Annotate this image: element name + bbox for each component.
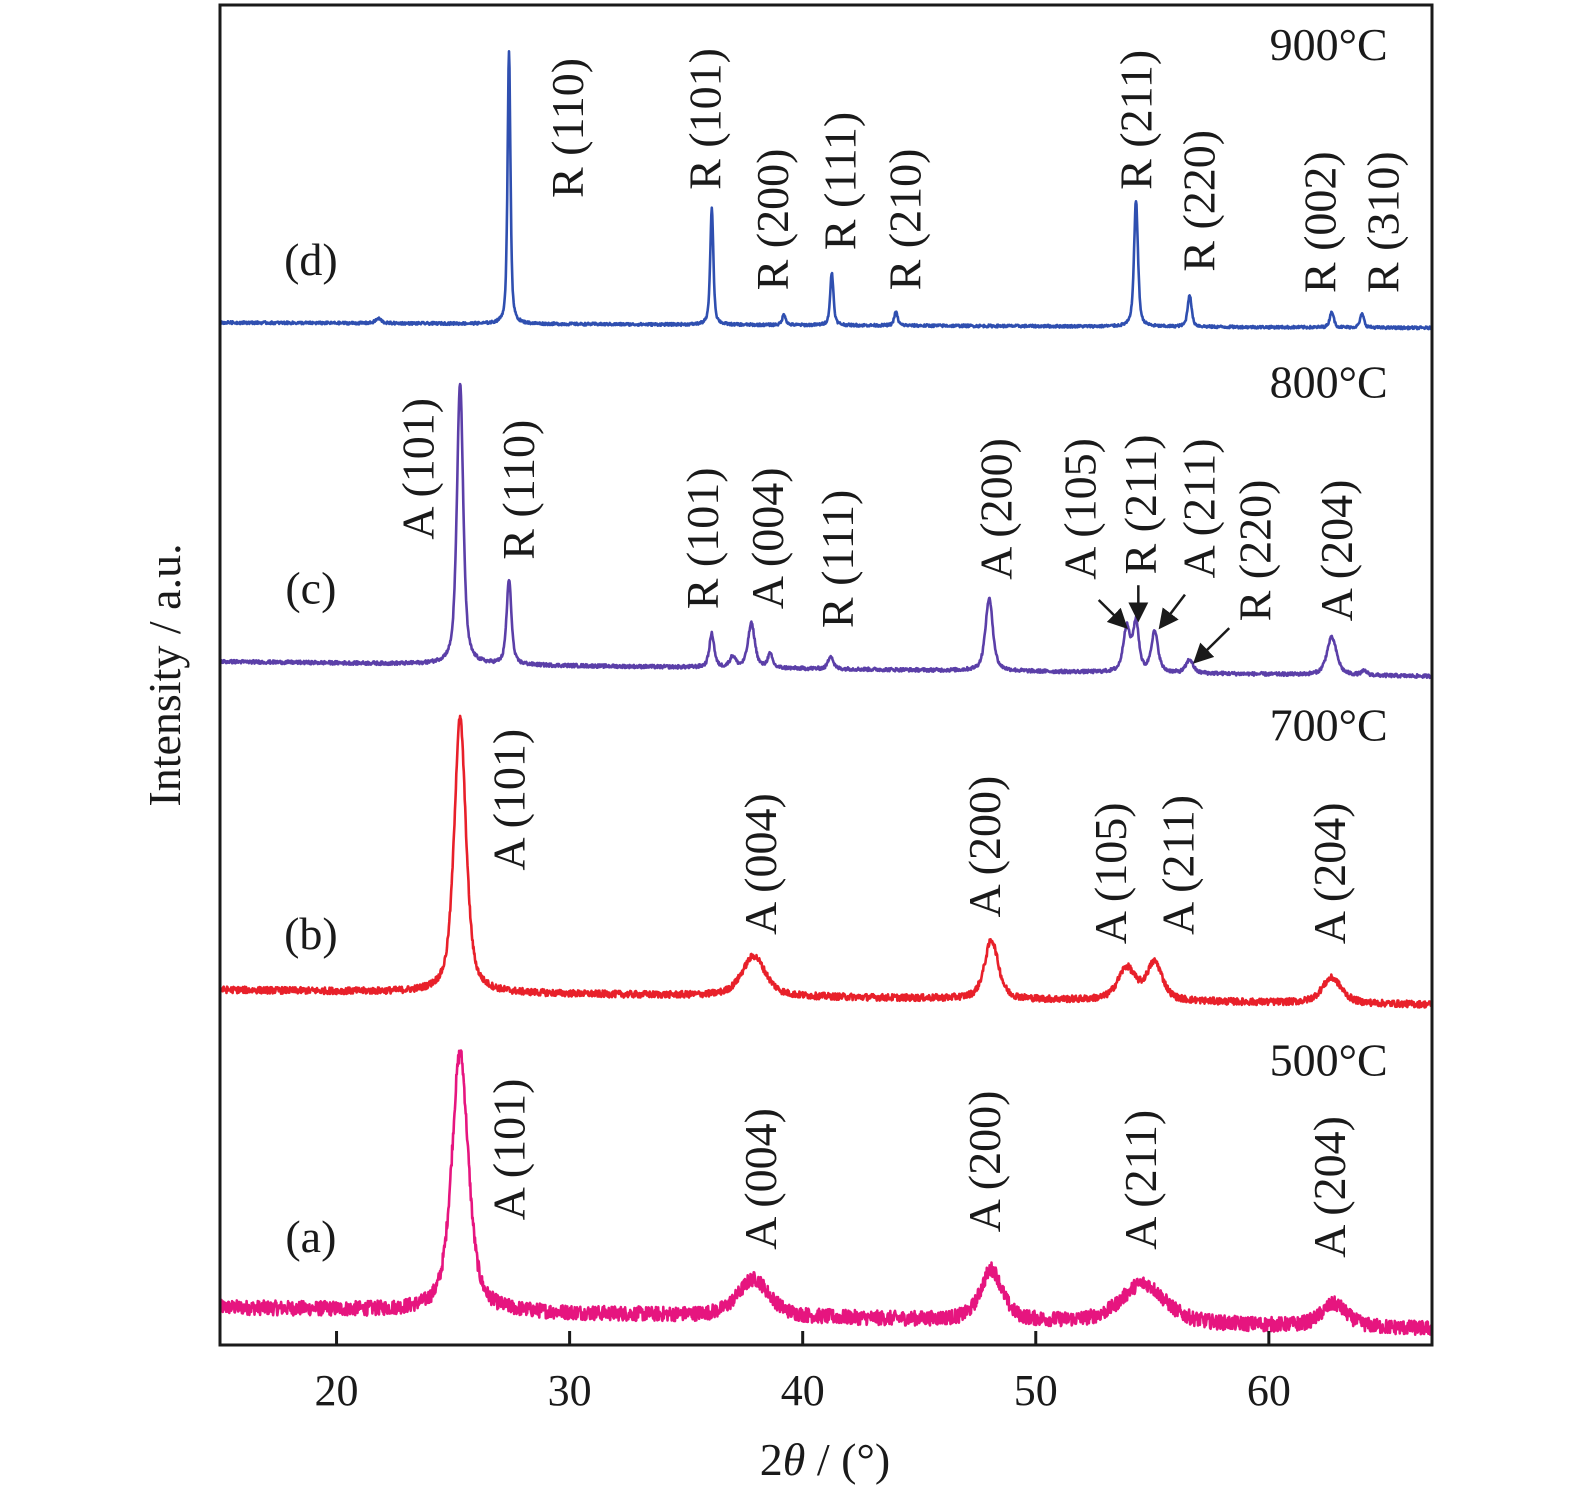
x-axis-label-unit: / (°) (805, 1434, 890, 1485)
peak-label: R (111) (812, 490, 863, 628)
peak-label: R (101) (679, 48, 730, 190)
peak-label: A (105) (1085, 802, 1136, 944)
temperature-label: 700°C (1270, 700, 1388, 751)
peak-arrow (1097, 599, 1128, 629)
peak-label: R (110) (542, 58, 593, 198)
peak-label: A (211) (1152, 795, 1203, 935)
peak-label: A (204) (1304, 1116, 1355, 1258)
temperature-label: 900°C (1270, 19, 1388, 70)
peak-label: A (211) (1173, 438, 1224, 578)
peak-label: A (101) (393, 398, 444, 540)
peak-label: R (002) (1295, 151, 1346, 293)
peak-label: A (200) (959, 776, 1010, 918)
x-axis-label: 2θ / (°) (760, 1434, 890, 1485)
series-layer (218, 50, 1434, 1336)
x-tick-label: 40 (781, 1366, 825, 1415)
peak-label: R (211) (1115, 434, 1166, 574)
x-tick-label: 50 (1014, 1366, 1058, 1415)
peak-label: R (220) (1229, 480, 1280, 622)
sample-label: (b) (284, 908, 338, 959)
peak-label: A (004) (735, 1108, 786, 1250)
annotation-layer: (a) 500°C A (101) A (004) A (200) A (211) A (2… (284, 19, 1409, 1262)
peak-label: A (101) (484, 729, 535, 871)
x-axis-ticks: 20 30 40 50 60 (315, 1331, 1291, 1415)
series-line-a (218, 1049, 1434, 1336)
y-axis-label: Intensity / a.u. (139, 543, 190, 806)
peak-label: R (210) (880, 149, 931, 291)
x-tick-label: 20 (315, 1366, 359, 1415)
sample-label: (a) (285, 1211, 336, 1262)
peak-label: A (204) (1304, 802, 1355, 944)
temperature-label: 800°C (1270, 357, 1388, 408)
series-line-d (218, 50, 1434, 331)
plot-frame (218, 3, 1434, 1347)
peak-label: R (110) (493, 420, 544, 560)
peak-label: R (211) (1111, 50, 1162, 190)
sample-label: (c) (285, 562, 336, 613)
peak-label: R (111) (815, 112, 866, 250)
peak-label: A (105) (1055, 438, 1106, 580)
peak-label: A (101) (484, 1079, 535, 1221)
peak-arrow (1193, 627, 1231, 664)
series-line-c (218, 382, 1433, 680)
sample-label: (d) (284, 234, 338, 285)
x-tick-label: 60 (1247, 1366, 1291, 1415)
peak-label: A (200) (971, 438, 1022, 580)
peak-arrow (1158, 593, 1186, 630)
peak-label: A (004) (742, 467, 793, 609)
peak-label: A (004) (735, 793, 786, 935)
peak-label: A (200) (959, 1091, 1010, 1233)
peak-label: A (211) (1115, 1110, 1166, 1250)
peak-label: R (200) (747, 149, 798, 291)
temperature-label: 500°C (1270, 1035, 1388, 1086)
series-line-b (218, 714, 1434, 1009)
x-axis-label-theta: θ (783, 1434, 806, 1485)
peak-label: R (310) (1358, 151, 1409, 293)
x-axis-label-prefix: 2 (760, 1434, 783, 1485)
peak-label: R (101) (677, 467, 728, 609)
x-tick-label: 30 (548, 1366, 592, 1415)
peak-label: R (220) (1173, 130, 1224, 272)
peak-label: A (204) (1311, 480, 1362, 622)
